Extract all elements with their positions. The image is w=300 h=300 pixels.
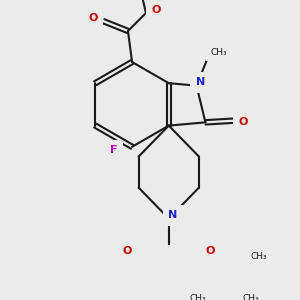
Text: O: O xyxy=(238,117,248,127)
Text: CH₃: CH₃ xyxy=(190,294,206,300)
Text: O: O xyxy=(152,5,161,15)
Text: N: N xyxy=(196,77,205,87)
Text: CH₃: CH₃ xyxy=(250,252,267,261)
Text: O: O xyxy=(122,246,132,256)
Text: CH₃: CH₃ xyxy=(210,48,227,57)
Text: O: O xyxy=(206,246,215,256)
Text: F: F xyxy=(110,145,118,155)
Text: N: N xyxy=(168,210,178,220)
Text: CH₃: CH₃ xyxy=(242,294,259,300)
Text: O: O xyxy=(88,13,98,23)
